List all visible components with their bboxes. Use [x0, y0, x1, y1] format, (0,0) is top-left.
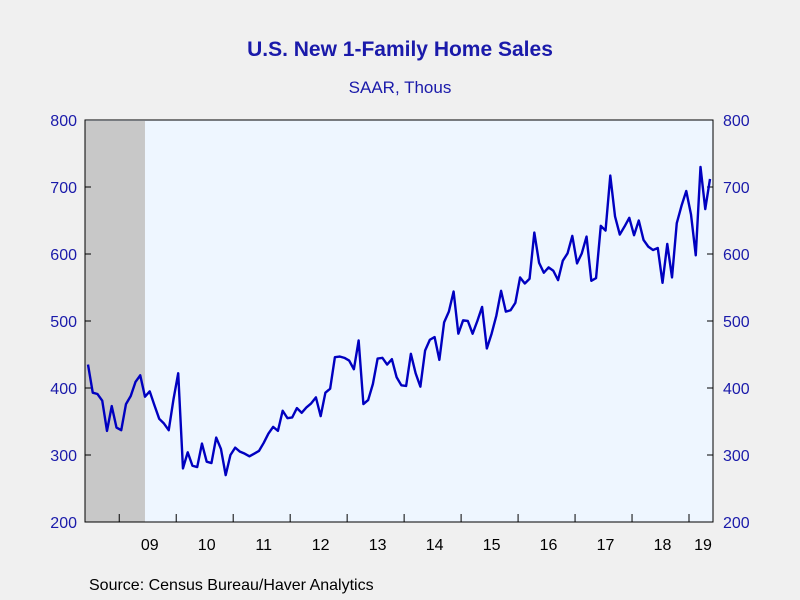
- y-tick-label-left: 800: [50, 113, 77, 130]
- y-tick-label-left: 500: [50, 314, 77, 331]
- y-tick-label-right: 200: [723, 515, 750, 532]
- x-tick-label: 15: [483, 537, 501, 554]
- y-tick-label-left: 300: [50, 448, 77, 465]
- x-tick-label: 10: [198, 537, 216, 554]
- left-y-axis: 200 300 400 500 600 700 800: [50, 113, 91, 532]
- y-tick-label-right: 400: [723, 381, 750, 398]
- x-tick-label: 11: [255, 537, 272, 554]
- y-tick-label-right: 300: [723, 448, 750, 465]
- y-tick-label-left: 200: [50, 515, 77, 532]
- y-tick-label-right: 800: [723, 113, 750, 130]
- chart-subtitle: SAAR, Thous: [348, 78, 452, 97]
- y-tick-label-right: 600: [723, 247, 750, 264]
- y-tick-label-right: 700: [723, 180, 750, 197]
- y-tick-label-right: 500: [723, 314, 750, 331]
- x-tick-label: 09: [141, 537, 159, 554]
- y-tick-label-left: 600: [50, 247, 77, 264]
- x-tick-label: 19: [694, 537, 712, 554]
- y-tick-label-left: 700: [50, 180, 77, 197]
- x-axis: 09 10 11 12 13 14 15 16 17 18 19: [118, 514, 712, 554]
- x-tick-label: 13: [369, 537, 387, 554]
- x-tick-label: 17: [597, 537, 615, 554]
- plot-area: [84, 119, 714, 523]
- x-tick-label: 12: [312, 537, 330, 554]
- y-tick-label-left: 400: [50, 381, 77, 398]
- series-line-home-sales: [86, 165, 712, 477]
- x-tick-label: 18: [654, 537, 672, 554]
- source-note: Source: Census Bureau/Haver Analytics: [89, 577, 374, 594]
- x-tick-label: 14: [426, 537, 444, 554]
- plot-frame: [84, 119, 714, 523]
- recession-shading: [85, 121, 145, 522]
- x-tick-label: 16: [540, 537, 558, 554]
- chart-title: U.S. New 1-Family Home Sales: [247, 38, 553, 61]
